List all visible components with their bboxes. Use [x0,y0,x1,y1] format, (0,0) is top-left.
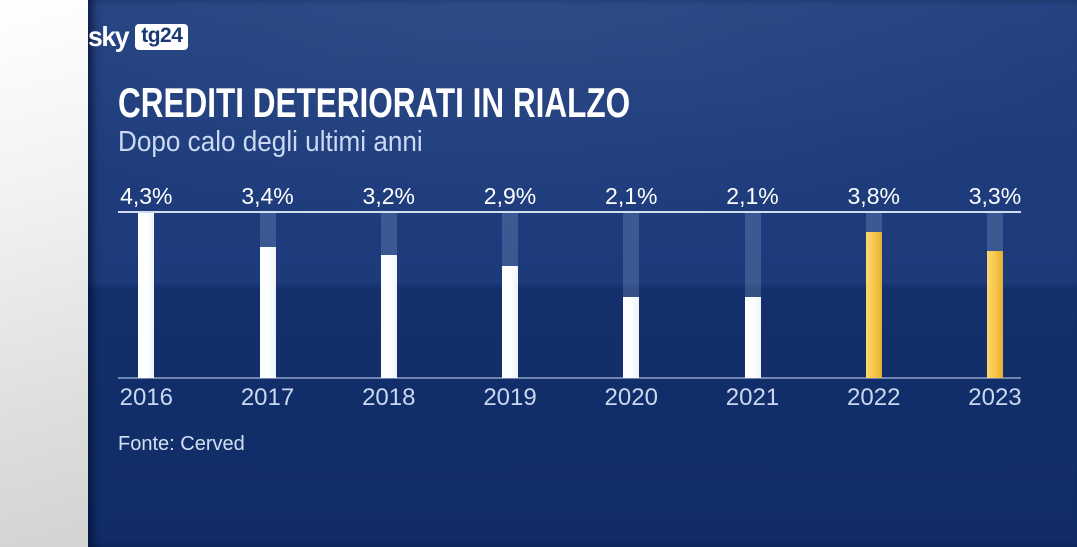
left-edge-strip [0,0,88,547]
year-label-2023: 2023 [968,384,1022,411]
bar-2017 [259,247,276,378]
value-label-2020: 2,1% [605,183,658,209]
value-label-2022: 3,8% [847,183,900,209]
value-label-2019: 2,9% [483,183,537,209]
ghost-track-2021 [744,213,761,297]
year-label-2016: 2016 [119,384,173,411]
bar-2018 [380,255,397,378]
bar-2022 [865,232,882,378]
ghost-track-2022 [865,213,882,232]
year-label-2021: 2021 [725,384,780,411]
source-credit: Fonte: Cerved [118,433,245,455]
value-label-2017: 3,4% [241,183,294,209]
chart-title: CREDITI DETERIORATI IN RIALZO [118,79,631,126]
bar-2019 [502,266,519,378]
value-label-2023: 3,3% [968,183,1022,209]
sky-tg24-logo: sky tg24 [88,21,189,53]
chart-panel-background [88,0,1077,547]
bar-2016 [138,213,155,378]
bar-2020 [623,297,640,378]
chart-subtitle: Dopo calo degli ultimi anni [118,126,423,158]
year-label-2019: 2019 [483,384,537,411]
ghost-track-2023 [986,213,1003,251]
sky-logo-text: sky [88,21,130,52]
tg24-logo-badge: tg24 [135,24,189,50]
bar-2023 [986,251,1003,378]
ghost-track-2017 [259,213,276,247]
ghost-track-2020 [623,213,640,297]
year-label-2022: 2022 [847,384,901,411]
year-label-2017: 2017 [240,384,295,411]
value-label-2021: 2,1% [726,183,779,209]
ghost-track-2019 [502,213,519,266]
chart-top-axis-line [118,211,1021,213]
value-label-2018: 3,2% [362,183,415,209]
value-label-2016: 4,3% [120,183,173,209]
year-label-2020: 2020 [604,384,658,411]
ghost-track-2018 [380,213,397,255]
chart-baseline [118,377,1021,379]
year-label-2018: 2018 [362,384,416,411]
bar-2021 [744,297,761,378]
